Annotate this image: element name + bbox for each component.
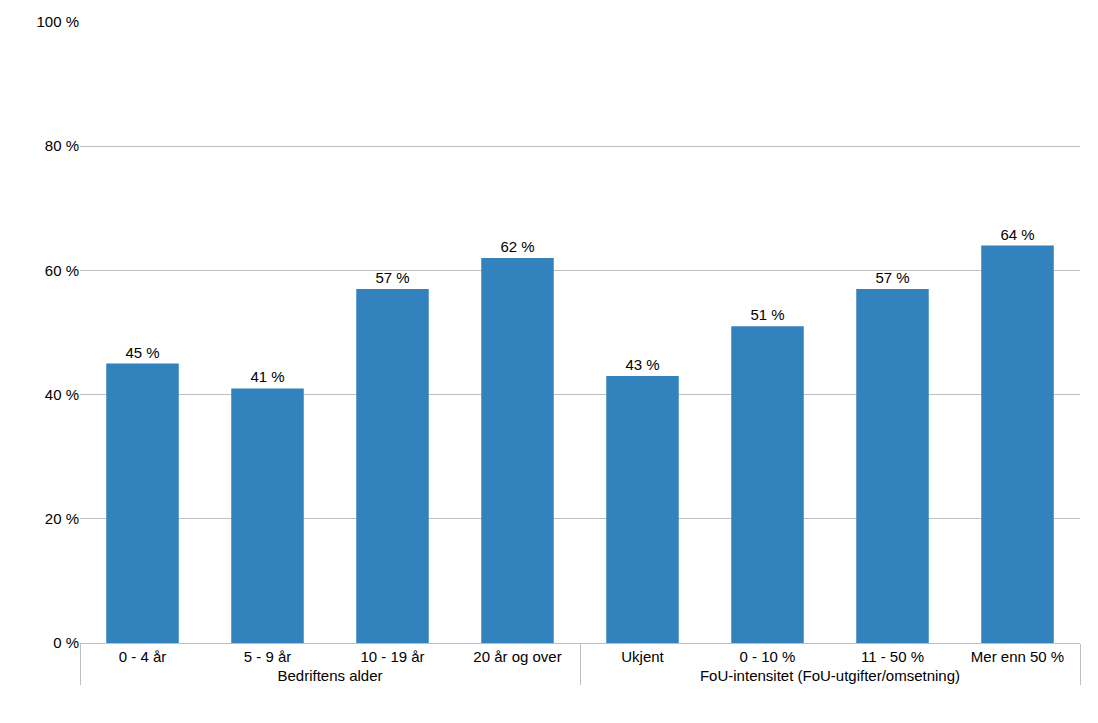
svg-text:Mer enn 50 %: Mer enn 50 %: [971, 648, 1064, 665]
svg-text:0 - 10 %: 0 - 10 %: [740, 648, 796, 665]
svg-text:80 %: 80 %: [45, 137, 79, 154]
svg-text:60 %: 60 %: [45, 262, 79, 279]
svg-text:57 %: 57 %: [375, 269, 409, 286]
svg-text:FoU-intensitet (FoU-utgifter/o: FoU-intensitet (FoU-utgifter/omsetning): [700, 667, 960, 684]
svg-text:20 år og over: 20 år og over: [473, 648, 561, 665]
svg-text:5 - 9 år: 5 - 9 år: [244, 648, 292, 665]
svg-text:41 %: 41 %: [250, 368, 284, 385]
svg-text:43 %: 43 %: [625, 356, 659, 373]
svg-text:Ukjent: Ukjent: [621, 648, 664, 665]
svg-text:20 %: 20 %: [45, 510, 79, 527]
svg-text:64 %: 64 %: [1000, 226, 1034, 243]
svg-text:45 %: 45 %: [125, 344, 159, 361]
svg-text:62 %: 62 %: [500, 238, 534, 255]
svg-text:40 %: 40 %: [45, 386, 79, 403]
svg-text:0 %: 0 %: [53, 634, 79, 651]
svg-text:100 %: 100 %: [36, 13, 79, 30]
svg-text:0 - 4 år: 0 - 4 år: [119, 648, 167, 665]
svg-text:10 - 19 år: 10 - 19 år: [360, 648, 424, 665]
svg-text:51 %: 51 %: [750, 306, 784, 323]
svg-text:Bedriftens alder: Bedriftens alder: [277, 667, 382, 684]
svg-text:11 - 50 %: 11 - 50 %: [861, 648, 924, 665]
svg-text:57 %: 57 %: [875, 269, 909, 286]
